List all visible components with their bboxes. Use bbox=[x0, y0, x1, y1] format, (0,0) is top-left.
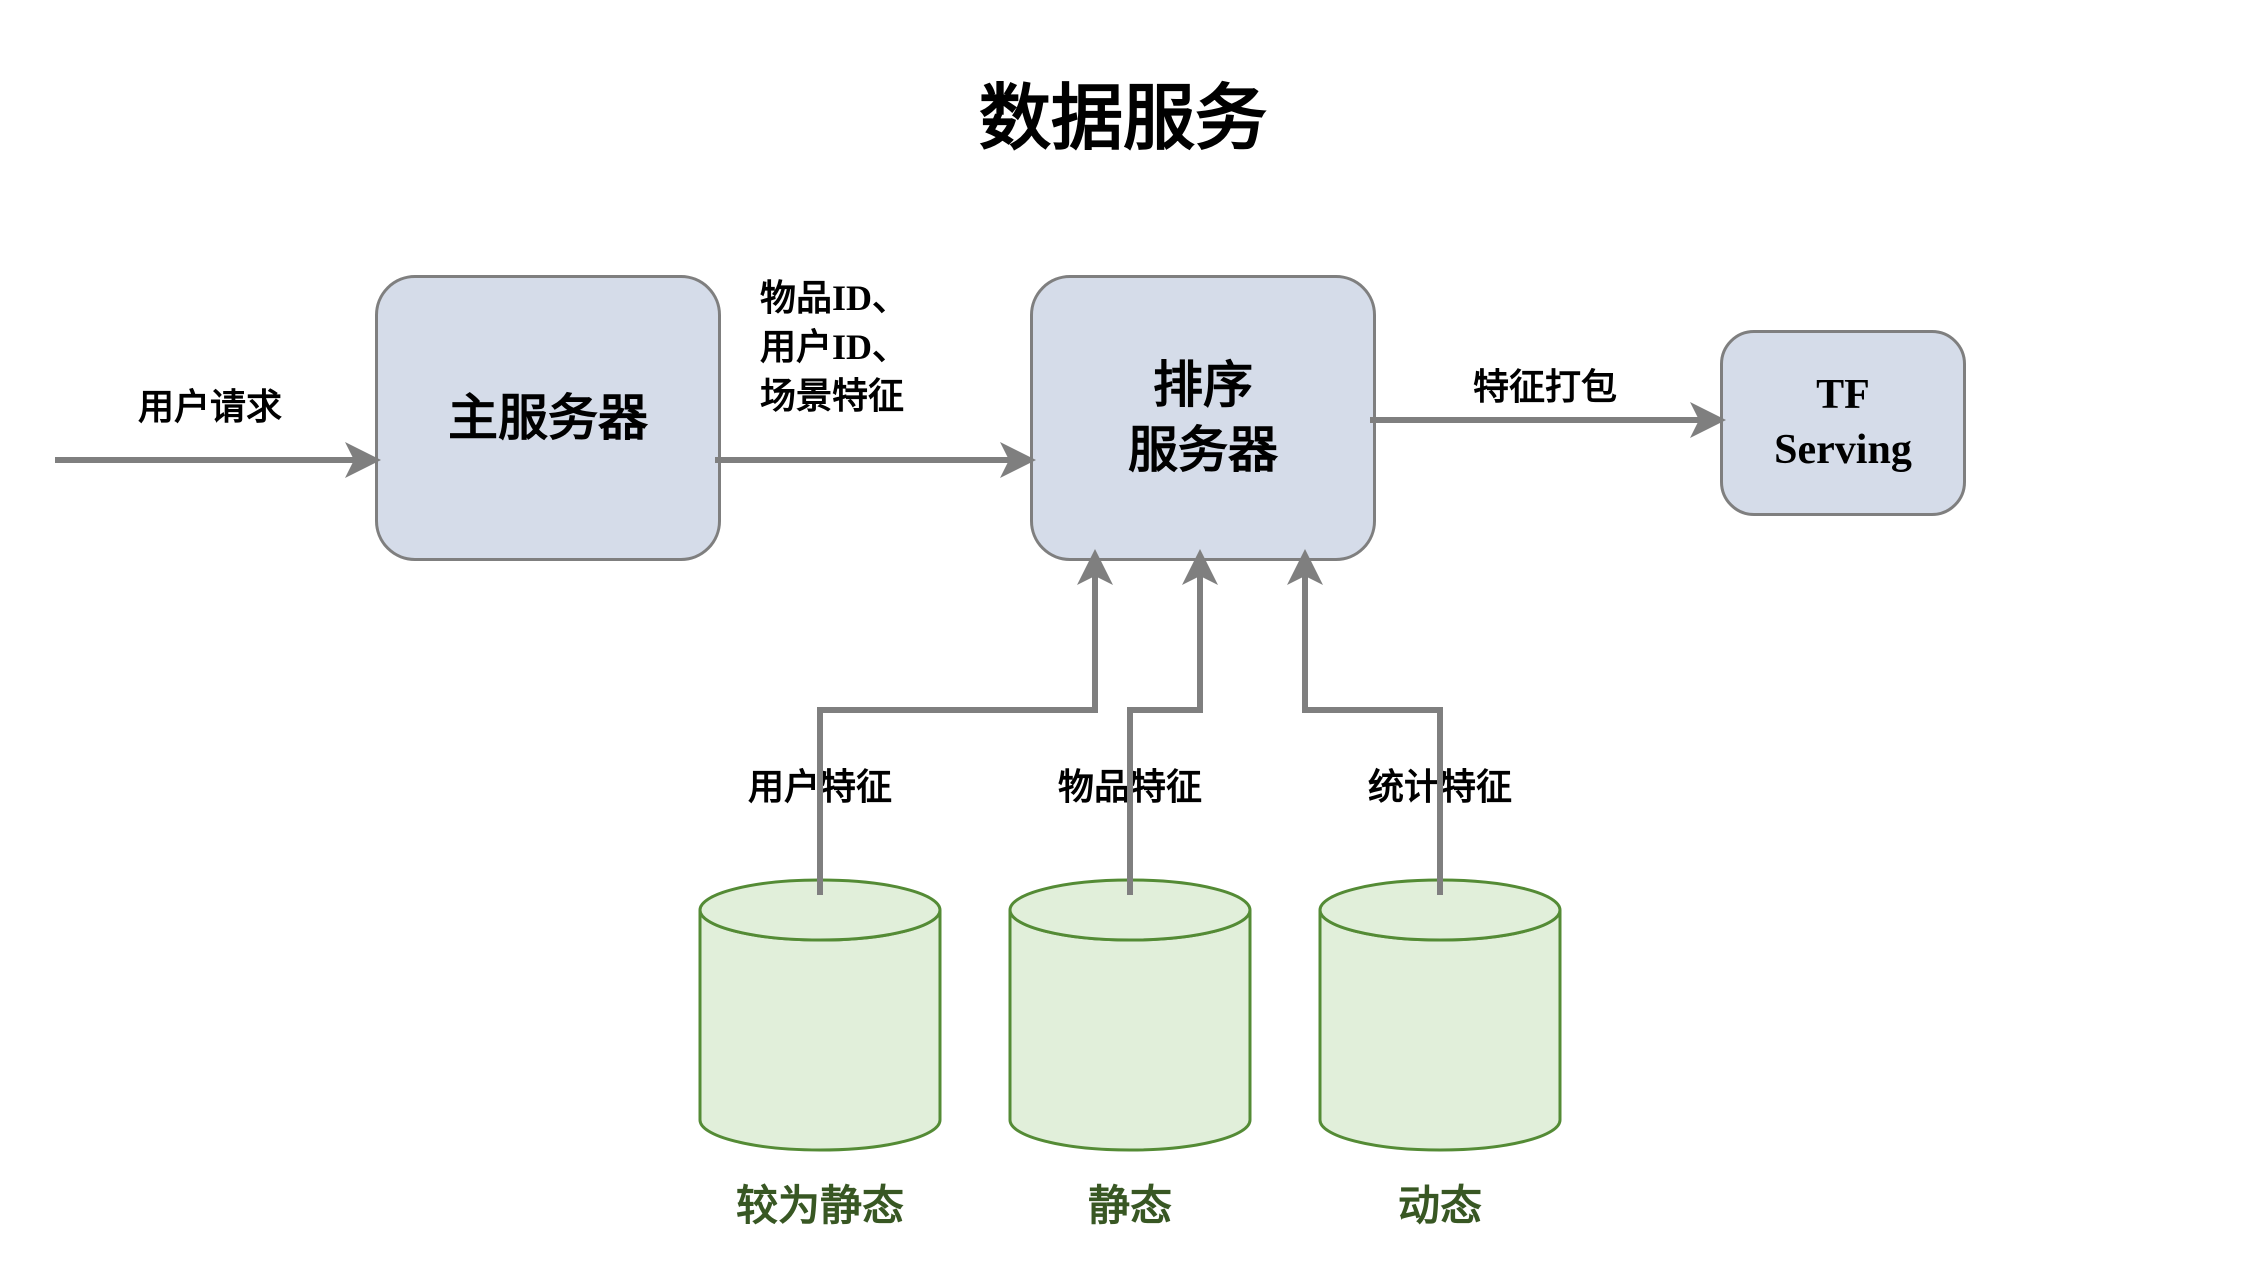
node-tf-serving-label: TF Serving bbox=[1774, 368, 1912, 477]
node-tf-serving: TF Serving bbox=[1720, 330, 1966, 516]
diagram-svg-overlay bbox=[0, 0, 2246, 1262]
diagram-canvas: 数据服务 主服务器 排序 服务器 TF Serving 用户请求 物品ID、 用… bbox=[0, 0, 2246, 1262]
node-main-server: 主服务器 bbox=[375, 275, 721, 561]
edge-label-main-to-rank: 物品ID、 用户ID、 场景特征 bbox=[760, 274, 1020, 420]
cylinder-stats-caption: 动态 bbox=[1240, 1172, 1640, 1233]
edge-label-rank-to-tf: 特征打包 bbox=[1345, 363, 1745, 412]
node-ranker: 排序 服务器 bbox=[1030, 275, 1376, 561]
edge-label-stats-to-rank: 统计特征 bbox=[1240, 763, 1640, 812]
node-main-server-label: 主服务器 bbox=[448, 386, 648, 451]
cylinder-stats-label: 统计数据 bbox=[1240, 1007, 1640, 1062]
edge-label-req-to-main: 用户请求 bbox=[10, 383, 410, 432]
diagram-title: 数据服务 bbox=[0, 59, 2246, 164]
node-ranker-label: 排序 服务器 bbox=[1128, 353, 1278, 483]
